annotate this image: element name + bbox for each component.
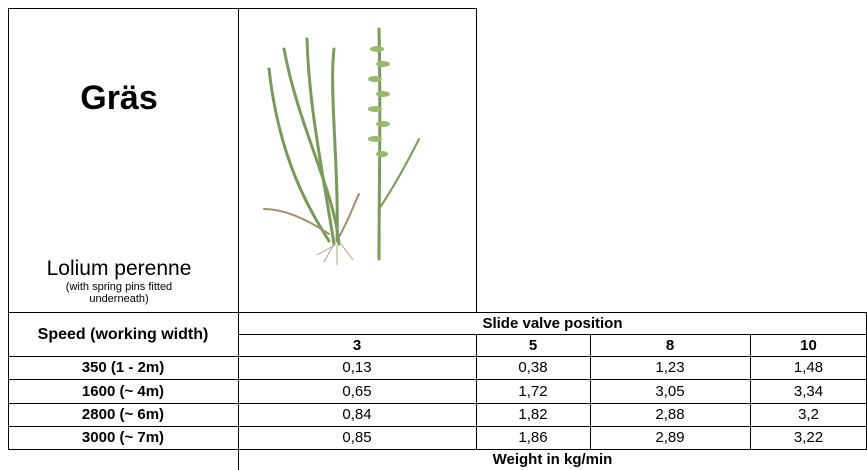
table-cell: 2,89 [655,429,685,446]
table-cell: 0,85 [342,429,372,446]
image-box [238,8,477,313]
table-cell: 1,72 [518,382,548,400]
table-cell: 1,82 [518,406,548,423]
table-cell: 0,13 [342,359,372,376]
table-cell: 1,86 [518,429,548,446]
table-cell: 3,22 [793,429,824,446]
table-cell: 0,65 [342,382,372,400]
table-cell: 0,84 [342,406,372,423]
column-header: 5 [528,336,538,354]
rule [8,312,9,449]
column-header: 8 [665,336,675,354]
note: (with spring pins fitted underneath) [65,281,173,305]
rule [8,403,867,404]
column-header: 10 [800,336,817,354]
table-cell: 3,34 [793,382,824,400]
footer: Weight in kg/min [492,451,613,468]
rule [238,312,867,313]
table-cell: 3,2 [798,406,819,423]
row-label: 1600 (~ 4m) [81,382,165,400]
column-header: 3 [352,336,362,354]
row-header: Speed (working width) [37,325,209,343]
rule [8,449,867,450]
rule [8,356,867,357]
table-cell: 1,23 [655,359,685,376]
species: Lolium perenne [46,257,192,280]
column-group: Slide valve position [482,315,623,332]
table-cell: 0,38 [518,359,548,376]
row-label: 350 (1 - 2m) [81,359,165,376]
rule [476,334,477,449]
table-cell: 3,05 [655,382,685,400]
rule [750,334,751,449]
table-cell: 1,48 [793,359,824,376]
rule [238,312,239,470]
plant-illustration [263,27,420,265]
rule [8,379,867,380]
rule [8,426,867,427]
table-cell: 2,88 [655,406,685,423]
row-label: 3000 (~ 7m) [81,429,165,446]
row-label: 2800 (~ 6m) [81,406,165,423]
rule [590,334,591,449]
title-box: Gräs Lolium perenne (with spring pins fi… [8,8,239,313]
title: Gräs [80,79,158,117]
rule [238,334,867,335]
